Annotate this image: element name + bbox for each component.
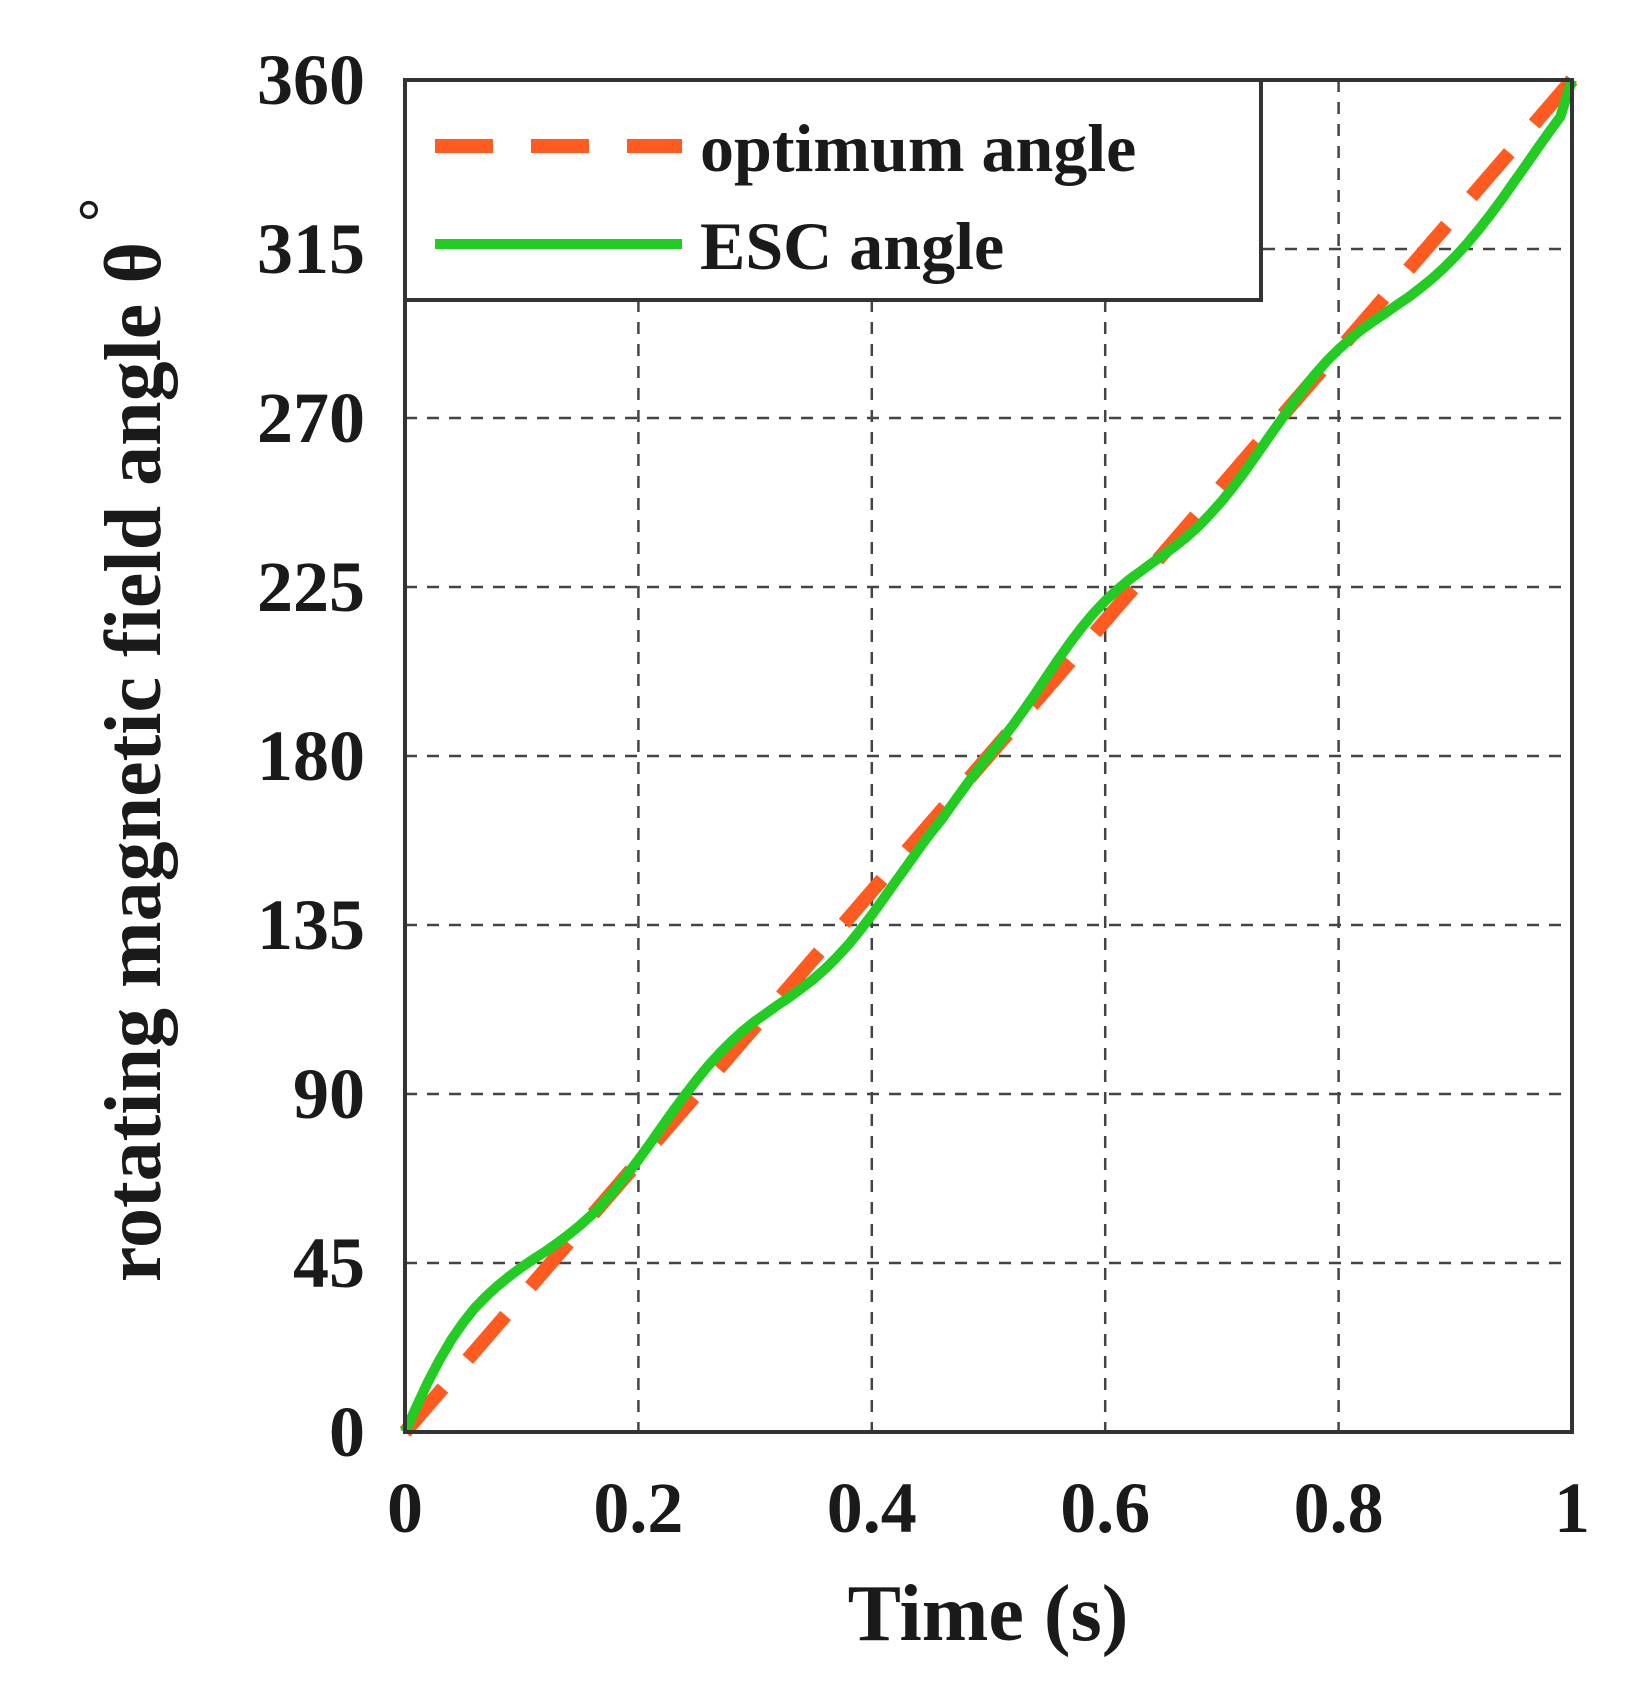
y-tick-label-4: 180 [257, 716, 365, 796]
x-tick-label-4: 0.8 [1294, 1468, 1384, 1548]
x-axis-label: Time (s) [848, 1570, 1129, 1658]
y-tick-label-0: 0 [329, 1392, 365, 1472]
y-tick-label-7: 315 [257, 209, 365, 289]
y-tick-label-3: 135 [257, 885, 365, 965]
x-tick-labels: 0 0.2 0.4 0.6 0.8 1 [387, 1468, 1590, 1548]
series-line-esc-angle [400, 78, 1577, 1435]
y-axis-degree-symbol: ° [67, 198, 133, 222]
y-tick-label-5: 225 [257, 547, 365, 627]
legend-box [403, 78, 1263, 302]
x-tick-label-5: 1 [1554, 1468, 1590, 1548]
y-axis-label-text: rotating magnetic field angle θ [90, 242, 178, 1282]
x-tick-label-0: 0 [387, 1468, 423, 1548]
x-tick-label-1: 0.2 [593, 1468, 683, 1548]
y-tick-label-6: 270 [257, 378, 365, 458]
legend: optimum angle ESC angle [403, 78, 1263, 302]
legend-label-esc-angle: ESC angle [700, 208, 1004, 284]
x-tick-label-2: 0.4 [827, 1468, 917, 1548]
y-tick-label-1: 45 [293, 1223, 365, 1303]
y-tick-labels: 0 45 90 135 180 225 270 315 360 [257, 40, 365, 1472]
series-layer [399, 75, 1578, 1437]
y-axis-label: rotating magnetic field angle θ ° [67, 198, 178, 1282]
y-tick-label-2: 90 [293, 1054, 365, 1134]
legend-label-optimum-angle: optimum angle [700, 110, 1136, 186]
x-tick-label-3: 0.6 [1060, 1468, 1150, 1548]
y-tick-label-8: 360 [257, 40, 365, 120]
